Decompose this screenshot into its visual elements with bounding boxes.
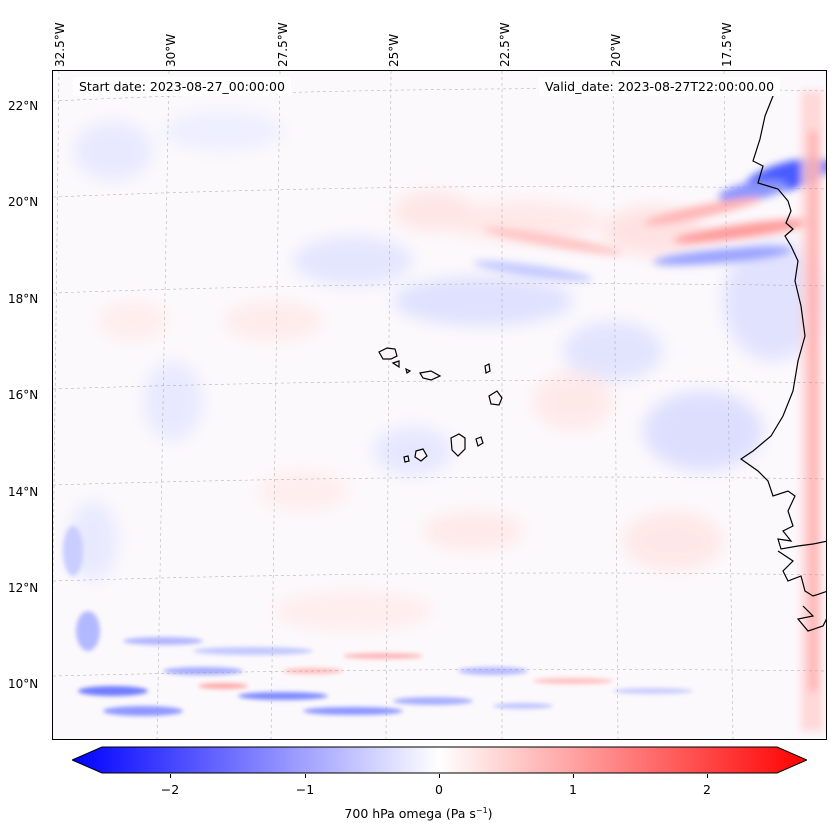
lon-label-17-5w: 17.5°W <box>720 22 734 67</box>
colorbar-tickmark <box>707 774 708 778</box>
lat-label-14n: 14°N <box>8 485 39 499</box>
colorbar <box>72 746 807 774</box>
lat-label-18n: 18°N <box>8 292 39 306</box>
lon-label-27-5w: 27.5°W <box>276 22 290 67</box>
colorbar-tick-label: 1 <box>569 782 577 797</box>
colorbar-tick-label: −2 <box>160 782 180 797</box>
colorbar-tick-label: −1 <box>295 782 315 797</box>
colorbar-tickmark <box>573 774 574 778</box>
lon-label-22-5w: 22.5°W <box>498 22 512 67</box>
lon-label-25w: 25°W <box>387 33 401 67</box>
lon-label-32-5w: 32.5°W <box>53 22 67 67</box>
lat-label-10n: 10°N <box>8 677 39 691</box>
colorbar-label: 700 hPa omega (Pa s−1) <box>344 806 493 822</box>
colorbar-tick-label: 2 <box>703 782 711 797</box>
colorbar-tickmark <box>305 774 306 778</box>
colorbar-tick-label: 0 <box>435 782 443 797</box>
coastline-africa <box>739 90 826 632</box>
lon-label-30w: 30°W <box>164 33 178 67</box>
lat-label-22n: 22°N <box>8 99 39 113</box>
lat-label-20n: 20°N <box>8 195 39 209</box>
lat-label-16n: 16°N <box>8 388 39 402</box>
map-panel <box>52 70 827 740</box>
omega-field <box>53 71 826 739</box>
start-date-box: Start date: 2023-08-27_00:00:00 <box>73 77 291 96</box>
valid-date-box: Valid_date: 2023-08-27T22:00:00.00 <box>539 77 781 96</box>
lat-label-12n: 12°N <box>8 581 39 595</box>
colorbar-tickmark <box>170 774 171 778</box>
colorbar-tickmark <box>439 774 440 778</box>
lon-label-20w: 20°W <box>609 33 623 67</box>
coastline-cape-verde <box>378 347 503 463</box>
